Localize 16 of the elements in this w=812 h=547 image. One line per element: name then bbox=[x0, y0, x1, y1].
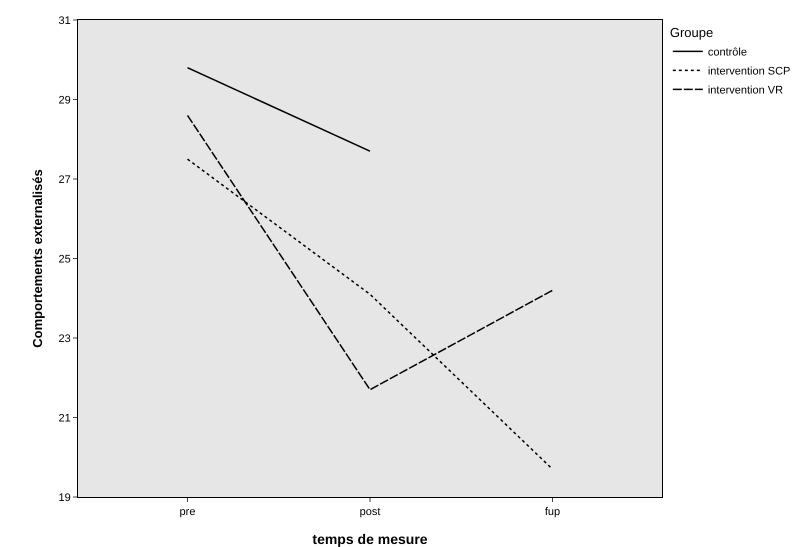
legend-label: intervention SCP bbox=[708, 66, 790, 78]
x-tick-label: fup bbox=[544, 506, 560, 518]
y-tick-label: 25 bbox=[58, 253, 71, 266]
legend-label: contrôle bbox=[708, 46, 747, 59]
x-tick-label: pre bbox=[180, 506, 196, 518]
y-tick-label: 21 bbox=[58, 412, 71, 424]
x-axis-title: temps de mesure bbox=[312, 531, 428, 547]
y-tick-label: 31 bbox=[58, 14, 71, 27]
y-tick-label: 23 bbox=[58, 332, 71, 345]
legend-label: intervention VR bbox=[708, 84, 784, 97]
y-tick-label: 27 bbox=[58, 174, 71, 186]
y-tick-label: 19 bbox=[58, 492, 71, 504]
legend-title: Groupe bbox=[670, 24, 714, 40]
y-tick-label: 29 bbox=[58, 94, 71, 106]
y-axis-title: Comportements externalisés bbox=[30, 169, 45, 348]
x-tick-label: post bbox=[360, 506, 380, 518]
